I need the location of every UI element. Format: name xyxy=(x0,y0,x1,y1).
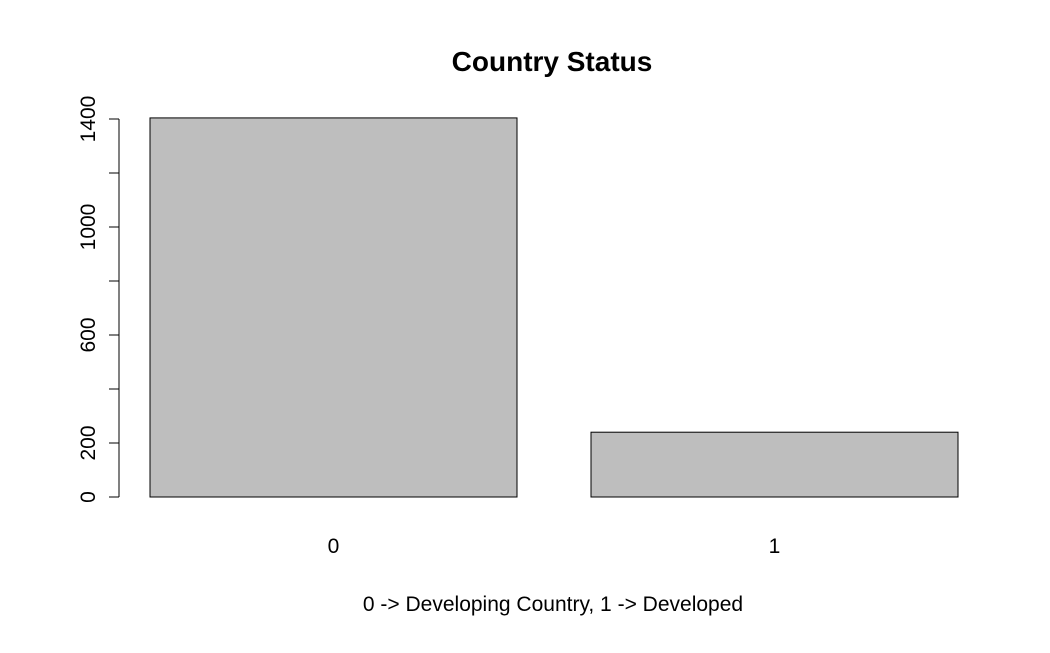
bar xyxy=(149,117,518,498)
chart-title: Country Status xyxy=(452,46,653,77)
y-tick-label: 1400 xyxy=(77,96,100,143)
y-tick-label: 600 xyxy=(77,317,100,352)
y-tick-label: 0 xyxy=(77,491,100,503)
y-tick-label: 200 xyxy=(77,425,100,460)
y-axis: 0 200 600 1000 1400 xyxy=(77,96,120,503)
x-tick-label: 1 xyxy=(769,535,781,558)
x-axis-label: 0 -> Developing Country, 1 -> Developed xyxy=(363,593,743,616)
x-tick-label: 0 xyxy=(328,535,340,558)
y-tick-label: 1000 xyxy=(77,204,100,251)
bar xyxy=(590,431,959,498)
bar-series xyxy=(149,117,959,498)
